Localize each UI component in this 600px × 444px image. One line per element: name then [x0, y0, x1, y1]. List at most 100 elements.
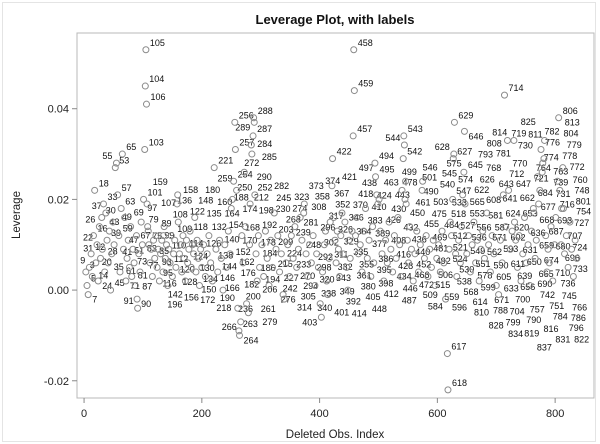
point-label: 352: [335, 200, 350, 210]
data-point: [332, 259, 340, 267]
data-point: [320, 241, 328, 249]
point-label: 506: [438, 270, 453, 280]
point-label: 551: [476, 259, 491, 269]
data-point: [411, 250, 419, 258]
data-point: [350, 46, 358, 54]
point-label: 314: [297, 303, 312, 313]
point-label: 778: [562, 151, 577, 161]
data-point: [173, 200, 181, 208]
data-point: [328, 182, 336, 190]
point-label: 230: [276, 204, 291, 214]
point-label: 203: [279, 225, 294, 235]
data-point: [280, 295, 288, 303]
point-label: 503: [433, 197, 448, 207]
point-label: 90: [141, 299, 151, 309]
data-point: [263, 254, 271, 262]
point-label: 57: [122, 183, 132, 193]
data-point: [402, 200, 410, 208]
data-point: [265, 282, 273, 290]
point-label: 774: [544, 152, 559, 162]
data-point: [365, 236, 373, 244]
point-label: 772: [570, 162, 585, 172]
point-label: 349: [340, 287, 355, 297]
point-label: 361: [357, 270, 372, 280]
point-label: 547: [456, 186, 471, 196]
point-label: 492: [436, 256, 451, 266]
data-point: [450, 118, 458, 126]
point-label: 421: [342, 172, 357, 182]
data-point: [240, 168, 248, 176]
point-label: 200: [246, 291, 261, 301]
data-point: [416, 241, 424, 249]
data-point: [446, 218, 454, 226]
data-point: [84, 291, 92, 299]
point-label: 438: [362, 178, 377, 188]
point-label: 796: [569, 323, 584, 333]
point-label: 377: [372, 239, 387, 249]
point-label: 97: [147, 203, 157, 213]
point-label: 373: [309, 181, 324, 191]
point-label: 284: [257, 139, 272, 149]
point-label: 7: [92, 295, 97, 305]
point-label: 302: [324, 238, 339, 248]
data-point: [144, 227, 152, 235]
data-point: [402, 177, 410, 185]
data-point: [517, 277, 525, 285]
point-label: 85: [159, 246, 169, 256]
data-point: [426, 245, 434, 253]
point-label: 367: [334, 189, 349, 199]
data-point: [141, 82, 149, 90]
data-point: [492, 282, 500, 290]
data-point: [99, 200, 107, 208]
point-label: 739: [553, 178, 568, 188]
point-label: 611: [511, 259, 525, 269]
data-point: [486, 268, 494, 276]
point-label: 495: [380, 165, 395, 175]
point-label: 724: [572, 242, 587, 252]
data-point: [121, 214, 129, 222]
data-point: [329, 155, 337, 163]
data-point: [221, 241, 229, 249]
point-label: 457: [357, 124, 372, 134]
point-label: 782: [545, 127, 560, 137]
data-point: [296, 214, 304, 222]
data-point: [233, 186, 241, 194]
data-point: [394, 214, 402, 222]
point-label: 617: [451, 342, 466, 352]
point-label: 436: [412, 235, 427, 245]
point-label: 162: [240, 257, 255, 267]
point-label: 403: [302, 317, 317, 327]
data-point: [433, 254, 441, 262]
data-point: [407, 245, 415, 253]
data-point: [522, 259, 530, 267]
data-point: [526, 282, 534, 290]
point-label: 174: [243, 204, 258, 214]
point-label: 79: [149, 215, 159, 225]
data-point: [261, 227, 269, 235]
point-label: 184: [262, 249, 277, 259]
data-point: [314, 263, 322, 271]
point-label: 578: [477, 270, 492, 280]
data-point: [180, 254, 188, 262]
point-label: 487: [402, 296, 417, 306]
point-label: 575: [447, 158, 462, 168]
point-label: 218: [216, 303, 231, 313]
data-point: [92, 259, 100, 267]
data-point: [190, 250, 198, 258]
point-label: 186: [261, 263, 276, 273]
y-axis-title: Leverage: [11, 191, 23, 239]
data-point: [177, 241, 185, 249]
data-point: [442, 295, 450, 303]
data-point: [540, 155, 548, 163]
data-point: [409, 277, 417, 285]
data-point: [535, 200, 543, 208]
point-label: 459: [358, 79, 373, 89]
point-label: 196: [167, 300, 182, 310]
point-label: 128: [182, 277, 197, 287]
point-label: 416: [396, 249, 411, 259]
point-label: 527: [460, 221, 475, 231]
data-point: [117, 204, 125, 212]
point-label: 730: [518, 141, 533, 151]
point-label: 452: [416, 259, 431, 269]
